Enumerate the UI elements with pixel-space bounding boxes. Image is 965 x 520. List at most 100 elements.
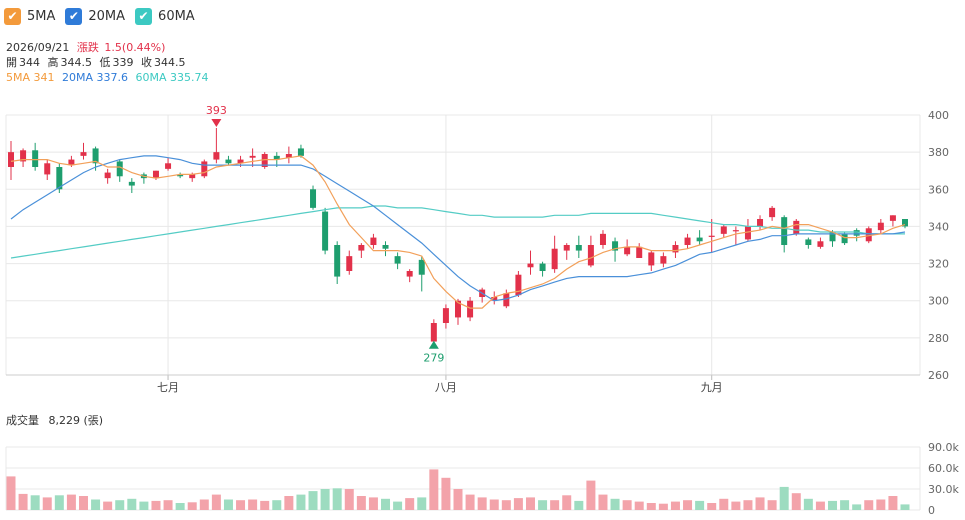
candle-down xyxy=(273,155,280,160)
close-label: 收 xyxy=(141,56,152,69)
volume-bar-up xyxy=(187,502,197,510)
legend-5ma-toggle[interactable]: ✔ 5MA xyxy=(4,8,55,25)
time-tick-label: 七月 xyxy=(157,381,179,394)
candle-up xyxy=(624,246,631,255)
price-tick-label: 360 xyxy=(928,183,949,196)
volume-bar-up xyxy=(78,496,88,510)
volume-bar-up xyxy=(248,499,258,510)
candle-up xyxy=(757,219,764,227)
candle-down xyxy=(322,211,329,251)
check-icon: ✔ xyxy=(4,8,21,25)
volume-bar-down xyxy=(779,486,789,510)
candle-up xyxy=(587,245,594,266)
high-label: 高 xyxy=(47,56,59,69)
candle-up xyxy=(152,170,159,179)
candle-down xyxy=(841,233,848,244)
candle-down xyxy=(539,263,546,271)
volume-bar-up xyxy=(199,499,209,510)
volume-bar-up xyxy=(405,498,415,510)
candle-up xyxy=(370,237,377,245)
volume-bar-up xyxy=(791,493,801,510)
candle-up xyxy=(527,263,534,268)
volume-bar-down xyxy=(695,500,705,510)
high-marker-icon xyxy=(211,119,222,127)
candle-up xyxy=(104,172,111,179)
volume-value: 8,229 (張) xyxy=(48,414,104,427)
volume-bar-down xyxy=(828,500,838,510)
volume-bar-up xyxy=(719,498,729,510)
candle-up xyxy=(44,163,51,175)
volume-bar-down xyxy=(574,500,584,510)
candle-up xyxy=(189,174,196,179)
volume-bar-up xyxy=(356,496,366,510)
volume-bar-down xyxy=(840,500,850,510)
volume-bar-down xyxy=(91,499,101,510)
price-tick-label: 380 xyxy=(928,146,949,159)
candle-up xyxy=(442,308,449,323)
volume-bar-up xyxy=(429,469,439,510)
legend-label: 20MA xyxy=(88,9,126,24)
candle-up xyxy=(660,256,667,264)
volume-bar-down xyxy=(852,504,862,510)
volume-bar-up xyxy=(103,501,113,510)
candle-up xyxy=(68,159,75,166)
volume-bar-down xyxy=(393,501,403,510)
candle-up xyxy=(80,152,87,156)
candle-up xyxy=(503,293,510,307)
candle-up xyxy=(406,271,413,277)
candle-up xyxy=(165,163,172,169)
ma60-value: 60MA 335.74 xyxy=(135,71,209,84)
candle-up xyxy=(708,235,715,237)
volume-bar-up xyxy=(42,497,52,510)
volume-bar-down xyxy=(127,498,137,510)
candle-down xyxy=(56,167,63,190)
low-annotation-label: 279 xyxy=(423,352,444,365)
candle-up xyxy=(8,152,14,167)
volume-bar-up xyxy=(151,500,161,510)
volume-bar-down xyxy=(538,500,548,510)
candle-down xyxy=(92,148,99,164)
candle-down xyxy=(116,161,123,177)
candle-up xyxy=(684,237,691,245)
date-text: 2026/09/21 xyxy=(6,41,70,54)
volume-bar-down xyxy=(332,488,342,510)
candle-up xyxy=(648,252,655,266)
legend-60ma-toggle[interactable]: ✔ 60MA xyxy=(135,8,195,25)
open-value: 344 xyxy=(19,56,40,69)
chart-legend: ✔ 5MA ✔ 20MA ✔ 60MA xyxy=(4,8,195,25)
volume-bar-up xyxy=(550,500,560,510)
check-icon: ✔ xyxy=(135,8,153,25)
volume-bar-up xyxy=(646,503,656,510)
time-tick-label: 九月 xyxy=(701,381,723,394)
ma20-value: 20MA 337.6 xyxy=(62,71,129,84)
legend-20ma-toggle[interactable]: ✔ 20MA xyxy=(65,8,125,25)
volume-bar-up xyxy=(513,498,523,510)
volume-bar-up xyxy=(815,501,825,510)
candle-up xyxy=(877,222,884,231)
volume-bar-down xyxy=(610,498,620,510)
volume-bar-down xyxy=(381,498,391,510)
volume-bar-up xyxy=(211,494,221,510)
volume-bar-up xyxy=(767,500,777,510)
volume-bar-up xyxy=(284,496,294,510)
price-tick-label: 300 xyxy=(928,295,949,308)
volume-bar-up xyxy=(586,480,596,510)
volume-bar-up xyxy=(658,503,668,510)
candle-up xyxy=(346,256,353,271)
volume-bar-down xyxy=(54,495,64,510)
volume-bar-up xyxy=(477,497,487,510)
ma5-value: 5MA 341 xyxy=(6,71,55,84)
volume-bar-up xyxy=(368,497,378,510)
close-value: 344.5 xyxy=(154,56,186,69)
volume-bar-down xyxy=(296,494,306,510)
volume-tick-label: 0 xyxy=(928,504,935,517)
volume-bar-up xyxy=(876,499,886,510)
volume-bar-up xyxy=(755,497,765,510)
volume-bar-up xyxy=(489,499,499,510)
price-tick-label: 400 xyxy=(928,109,949,122)
candle-up xyxy=(358,245,365,251)
volume-bar-up xyxy=(598,494,608,510)
candle-up xyxy=(720,226,727,234)
ma5-line xyxy=(10,155,906,309)
